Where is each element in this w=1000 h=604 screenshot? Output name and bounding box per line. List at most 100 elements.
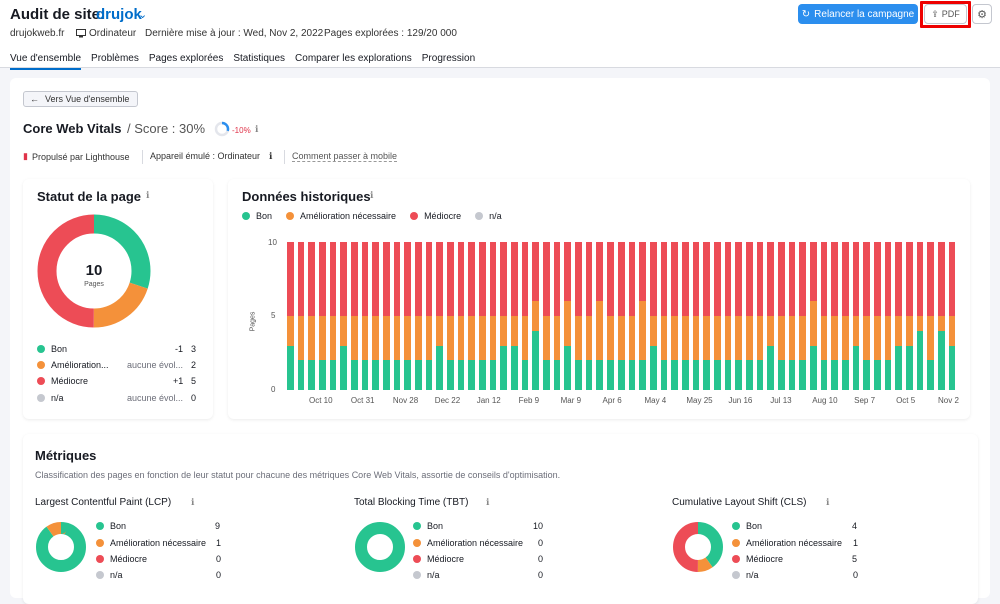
status-row[interactable]: Bon -1 3 (37, 344, 197, 354)
legend-poor[interactable]: Médiocre (410, 211, 461, 221)
history-bar[interactable] (575, 242, 582, 390)
metric-row[interactable]: Amélioration nécessaire (96, 538, 206, 548)
history-bar[interactable] (372, 242, 380, 390)
history-bar[interactable] (799, 242, 806, 390)
history-bar[interactable] (841, 242, 849, 390)
metric-row[interactable]: n/a (96, 570, 123, 580)
history-bar[interactable] (852, 242, 860, 390)
history-bar[interactable] (777, 242, 785, 390)
history-bar[interactable] (415, 242, 422, 390)
history-bar[interactable] (671, 242, 678, 390)
history-bar[interactable] (660, 242, 668, 390)
tab-overview[interactable]: Vue d'ensemble (10, 53, 82, 70)
history-bar[interactable] (543, 242, 550, 390)
info-icon[interactable]: ℹ (255, 124, 259, 134)
history-bar[interactable] (511, 242, 518, 390)
improve-slice[interactable] (36, 522, 86, 572)
history-bar[interactable] (319, 242, 326, 390)
tab-issues[interactable]: Problèmes (91, 53, 139, 64)
history-bar[interactable] (297, 242, 305, 390)
improve-slice[interactable] (673, 522, 723, 572)
good-slice[interactable] (355, 522, 405, 572)
history-bar[interactable] (521, 242, 529, 390)
history-bar[interactable] (532, 242, 540, 390)
history-bar[interactable] (607, 242, 614, 390)
history-bar[interactable] (788, 242, 796, 390)
history-bar[interactable] (500, 242, 508, 390)
history-bar[interactable] (649, 242, 657, 390)
metric-row[interactable]: Médiocre (732, 554, 783, 564)
metric-row[interactable]: Médiocre (96, 554, 147, 564)
improve-slice[interactable] (37, 214, 151, 328)
history-bar[interactable] (479, 242, 486, 390)
history-bar[interactable] (895, 242, 902, 390)
history-bar[interactable] (703, 242, 710, 390)
metric-row[interactable]: Bon (413, 521, 443, 531)
tab-crawled-pages[interactable]: Pages explorées (148, 53, 224, 64)
tab-statistics[interactable]: Statistiques (233, 53, 286, 64)
history-bar[interactable] (820, 242, 828, 390)
history-bar[interactable] (639, 242, 646, 390)
history-bar[interactable] (351, 242, 358, 390)
poor-slice[interactable] (37, 214, 151, 328)
metric-row[interactable]: Amélioration nécessaire (732, 538, 842, 548)
history-bar[interactable] (713, 242, 721, 390)
history-bar[interactable] (916, 242, 924, 390)
poor-slice[interactable] (673, 522, 723, 572)
metric-row[interactable]: Bon (732, 521, 762, 531)
tab-progress[interactable]: Progression (421, 53, 476, 64)
history-bar[interactable] (724, 242, 732, 390)
history-bar[interactable] (905, 242, 913, 390)
info-icon[interactable]: ℹ (486, 497, 490, 507)
chevron-down-icon[interactable]: ⌄ (138, 9, 148, 21)
relaunch-campaign-button[interactable]: ↻ Relancer la campagne (798, 4, 918, 24)
history-bar[interactable] (585, 242, 593, 390)
history-bar[interactable] (457, 242, 465, 390)
history-bar[interactable] (361, 242, 369, 390)
history-bar[interactable] (692, 242, 700, 390)
status-row[interactable]: n/a aucune évol... 0 (37, 393, 197, 403)
pdf-export-button[interactable]: ⇪ PDF (924, 4, 967, 24)
history-bar[interactable] (927, 242, 934, 390)
history-bar[interactable] (287, 242, 294, 390)
info-icon[interactable]: ℹ (269, 151, 273, 161)
history-bar[interactable] (425, 242, 433, 390)
history-bar[interactable] (436, 242, 444, 390)
metric-row[interactable]: n/a (732, 570, 759, 580)
history-bar[interactable] (596, 242, 604, 390)
history-bar[interactable] (329, 242, 337, 390)
history-bar[interactable] (447, 242, 454, 390)
legend-good[interactable]: Bon (242, 211, 272, 221)
info-icon[interactable]: ℹ (826, 497, 830, 507)
project-selector[interactable]: drujok (96, 6, 142, 23)
info-icon[interactable]: ℹ (191, 497, 195, 507)
history-bar[interactable] (489, 242, 497, 390)
history-bar[interactable] (628, 242, 636, 390)
history-bar[interactable] (340, 242, 348, 390)
history-bar[interactable] (884, 242, 892, 390)
legend-improve[interactable]: Amélioration nécessaire (286, 211, 396, 221)
history-bar[interactable] (873, 242, 881, 390)
history-bar[interactable] (553, 242, 561, 390)
legend-na[interactable]: n/a (475, 211, 502, 221)
status-row[interactable]: Médiocre +1 5 (37, 376, 197, 386)
metric-row[interactable]: Bon (96, 521, 126, 531)
history-bar[interactable] (564, 242, 572, 390)
history-bar[interactable] (617, 242, 625, 390)
history-bar[interactable] (809, 242, 817, 390)
history-bar[interactable] (393, 242, 401, 390)
history-bar[interactable] (745, 242, 753, 390)
history-bar[interactable] (863, 242, 870, 390)
history-bar[interactable] (767, 242, 774, 390)
metric-row[interactable]: n/a (413, 570, 440, 580)
history-bar[interactable] (404, 242, 412, 390)
metric-row[interactable]: Amélioration nécessaire (413, 538, 523, 548)
back-to-overview-button[interactable]: ← Vers Vue d'ensemble (23, 91, 138, 107)
gear-icon[interactable]: ⚙ (972, 4, 992, 24)
history-bar[interactable] (383, 242, 390, 390)
history-bar[interactable] (468, 242, 476, 390)
history-bar[interactable] (948, 242, 956, 390)
switch-to-mobile-link[interactable]: Comment passer à mobile (292, 151, 398, 162)
history-bar[interactable] (308, 242, 316, 390)
info-icon[interactable]: ℹ (146, 190, 150, 200)
